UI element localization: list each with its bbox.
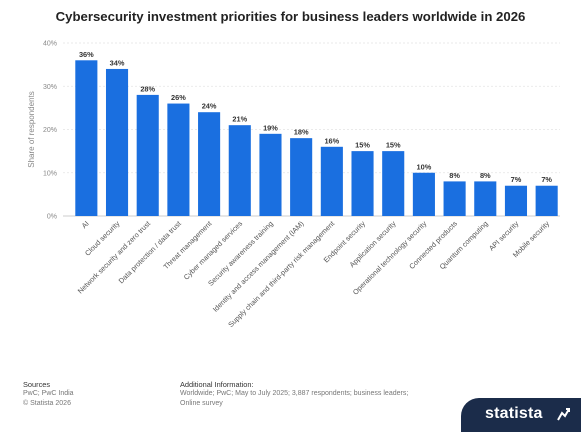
data-label: 18% [294, 128, 309, 137]
bar[interactable] [259, 133, 282, 216]
sources-heading: Sources [23, 380, 51, 389]
additional-info-block: Additional Information: Worldwide; PwC; … [180, 380, 408, 408]
data-label: 26% [171, 93, 186, 102]
y-tick-label: 10% [43, 170, 57, 177]
additional-info-line-2: Online survey [180, 399, 223, 407]
statista-wordmark: statista [485, 405, 543, 422]
bar[interactable] [443, 181, 466, 216]
bar[interactable] [105, 68, 129, 216]
x-tick-label: Cyber managed services [182, 219, 245, 282]
copyright-line: © Statista 2026 [23, 399, 71, 407]
data-label: 15% [355, 141, 370, 150]
data-label: 34% [110, 58, 125, 67]
data-label: 15% [386, 141, 401, 150]
x-tick-label: Supply chain and third-party risk manage… [226, 219, 336, 329]
bar[interactable] [167, 103, 190, 216]
bar[interactable] [351, 151, 374, 216]
data-label: 7% [541, 175, 552, 184]
data-label: 8% [449, 171, 460, 180]
bar[interactable] [474, 181, 497, 216]
data-label: 7% [511, 175, 522, 184]
chart-title: Cybersecurity investment priorities for … [55, 9, 526, 24]
x-tick-label: AI [80, 219, 91, 230]
data-label: 19% [263, 123, 278, 132]
data-label: 10% [417, 162, 432, 171]
y-tick-label: 20% [43, 127, 57, 134]
y-axis-label: Share of respondents [27, 91, 36, 168]
bar[interactable] [198, 112, 221, 216]
y-tick-label: 0% [47, 214, 57, 221]
data-label: 8% [480, 171, 491, 180]
bar[interactable] [228, 125, 251, 216]
data-label: 16% [324, 136, 339, 145]
bar-chart: 0% 10% 20% 30% 40% Share of respondents 36% AI 3… [27, 41, 560, 329]
data-label: 24% [202, 102, 217, 111]
bar[interactable] [136, 94, 159, 216]
bar[interactable] [75, 60, 98, 216]
data-label: 21% [232, 115, 247, 124]
bar[interactable] [504, 185, 528, 216]
statista-brand[interactable]: statista [461, 398, 581, 432]
bar[interactable] [290, 138, 313, 216]
additional-info-heading: Additional Information: [180, 380, 254, 389]
y-tick-label: 30% [43, 84, 57, 91]
data-label: 36% [79, 50, 94, 59]
statista-logo-icon [557, 408, 570, 421]
sources-line-1[interactable]: PwC; PwC India [23, 390, 74, 398]
additional-info-line-1: Worldwide; PwC; May to July 2025; 3,887 … [180, 390, 409, 398]
bar[interactable] [412, 172, 435, 216]
bar[interactable] [382, 151, 405, 216]
data-label: 28% [140, 84, 155, 93]
sources-block: Sources PwC; PwC India © Statista 2026 [23, 380, 74, 408]
bar[interactable] [320, 146, 343, 216]
y-tick-label: 40% [43, 41, 57, 48]
bar[interactable] [535, 185, 558, 216]
